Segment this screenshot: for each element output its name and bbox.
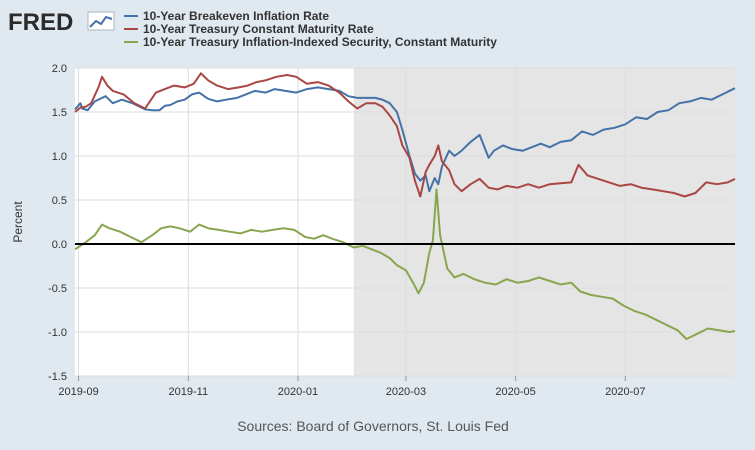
x-tick-label: 2019-09 <box>58 386 98 398</box>
recession-shade <box>353 68 735 376</box>
fred-logo-graph-icon <box>87 11 115 31</box>
x-tick-label: 2020-01 <box>278 386 318 398</box>
legend-label-2: 10-Year Treasury Constant Maturity Rate <box>143 22 374 36</box>
series-line-3 <box>74 188 736 340</box>
fred-logo[interactable]: FRED <box>8 9 115 36</box>
legend-label-3: 10-Year Treasury Inflation-Indexed Secur… <box>143 35 497 49</box>
x-tick-label: 2019-11 <box>169 386 209 398</box>
legend: 10-Year Breakeven Inflation Rate10-Year … <box>124 9 497 49</box>
legend-label-1: 10-Year Breakeven Inflation Rate <box>143 9 329 23</box>
axis-ticks: 2.0 1.5 1.0 0.5 0.0 -0.5 -1.0 -1.5 2019-09 2019-1… <box>48 63 645 398</box>
source-note: Sources: Board of Governors, St. Louis F… <box>237 418 509 434</box>
y-tick-label: 2.0 <box>52 63 67 75</box>
y-tick-label: 0.0 <box>52 239 67 251</box>
y-tick-label: 1.0 <box>52 151 67 163</box>
x-tick-label: 2020-03 <box>386 386 426 398</box>
series-line-1 <box>74 86 736 193</box>
x-tick-label: 2020-07 <box>605 386 645 398</box>
y-tick-label: -1.0 <box>48 327 67 339</box>
series-line-2 <box>74 72 736 198</box>
x-tick-label: 2020-05 <box>495 386 535 398</box>
y-tick-label: -0.5 <box>48 283 67 295</box>
y-axis-title: Percent <box>11 201 25 243</box>
y-tick-label: 0.5 <box>52 195 67 207</box>
series-layer <box>74 72 736 340</box>
fred-logo-text: FRED <box>8 9 73 36</box>
y-tick-label: -1.5 <box>48 371 67 383</box>
y-tick-label: 1.5 <box>52 107 67 119</box>
